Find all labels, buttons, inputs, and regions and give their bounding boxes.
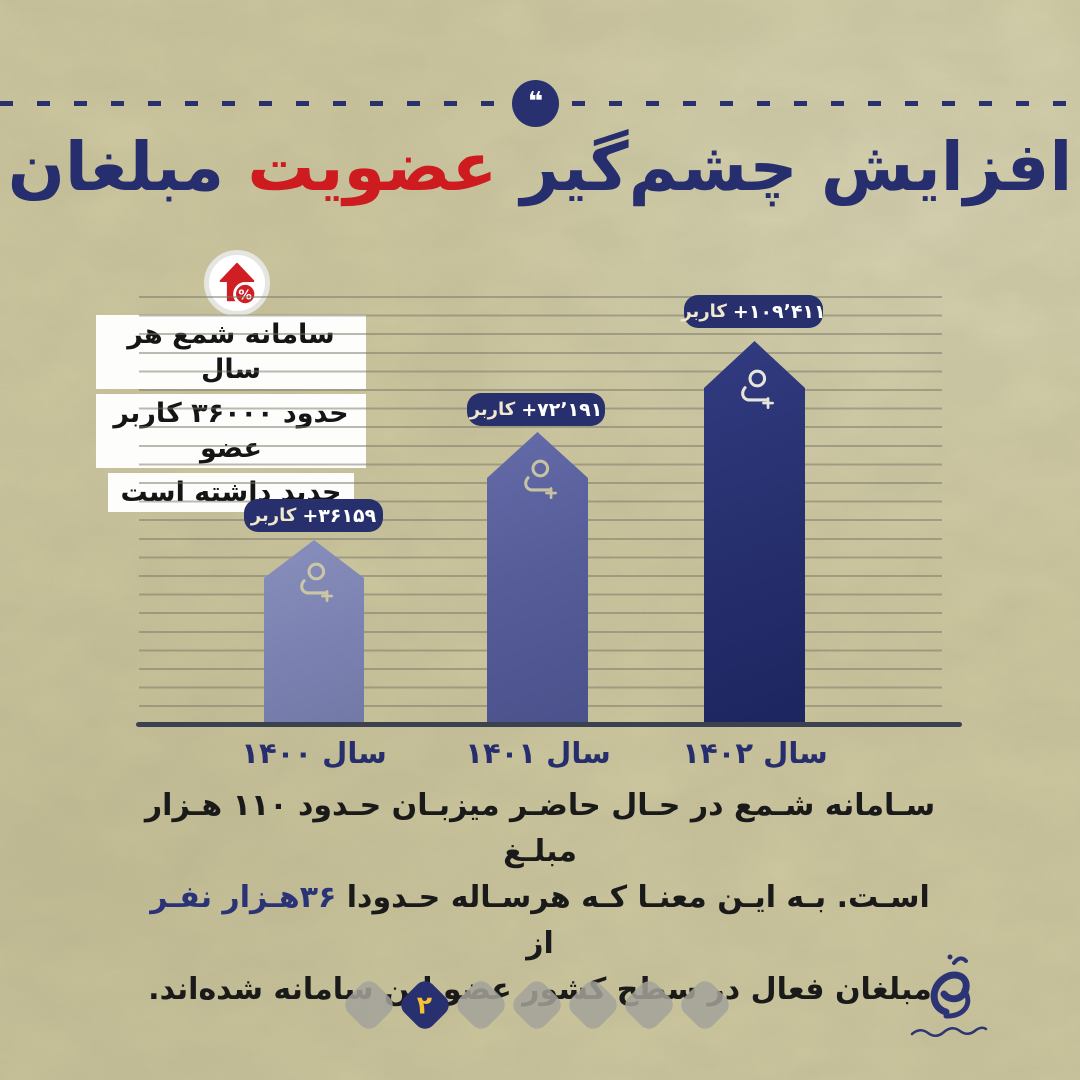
x-axis-label-1400: سال ۱۴۰۰	[241, 736, 387, 770]
pagination-dot-2-active[interactable]: ۲	[396, 976, 454, 1034]
badge-value: ۷۲٬۱۹۱+	[521, 398, 603, 421]
badge-value: ۱۰۹٬۴۱۱+	[732, 300, 826, 323]
x-axis-line	[136, 722, 962, 727]
paragraph-line-1: سـامانه شـمع در حـال حاضـر میزبـان حـدود…	[144, 788, 936, 869]
value-badge-1402: ۱۰۹٬۴۱۱+ کاربر	[681, 295, 826, 328]
user-add-icon	[300, 562, 333, 602]
x-axis-label-1402: سال ۱۴۰۲	[682, 736, 828, 770]
pagination-dot-7[interactable]	[676, 976, 734, 1034]
bar-year-1402	[704, 341, 805, 726]
pagination: ۲	[340, 976, 734, 1034]
pagination-dot-3[interactable]	[452, 976, 510, 1034]
summary-paragraph: سـامانه شـمع در حـال حاضـر میزبـان حـدود…	[140, 783, 940, 1013]
pagination-dot-5[interactable]	[564, 976, 622, 1034]
title-lead: افزایش چشم‌گیر	[520, 128, 1073, 206]
bar-year-1401	[487, 432, 588, 726]
dashed-divider-left	[0, 101, 502, 106]
badge-unit: کاربر	[250, 505, 297, 526]
value-badge-1401: ۷۲٬۱۹۱+ کاربر	[467, 393, 605, 426]
pagination-dot-1[interactable]	[340, 976, 398, 1034]
logo-icon	[910, 954, 988, 1037]
user-add-icon	[740, 369, 774, 409]
value-badge-1400: ۳۶۱۵۹+ کاربر	[244, 499, 383, 532]
pagination-dot-4[interactable]	[508, 976, 566, 1034]
paragraph-line-2-pre: اسـت. بـه ایـن معنـا کـه هرسـاله حـدودا	[336, 880, 930, 915]
quote-glyph: ❝	[527, 86, 544, 117]
active-page-number: ۲	[417, 990, 433, 1020]
badge-unit: کاربر	[681, 301, 727, 322]
badge-unit: کاربر	[469, 399, 516, 420]
title-tail: مبلغان	[7, 128, 225, 206]
pagination-dot-6[interactable]	[620, 976, 678, 1034]
title-highlight: عضویت	[247, 128, 498, 206]
paragraph-line-2: اسـت. بـه ایـن معنـا کـه هرسـاله حـدودا …	[140, 875, 940, 967]
quote-icon: ❝	[512, 80, 559, 127]
x-axis-label-1401: سال ۱۴۰۱	[465, 736, 611, 770]
page-title: افزایش چشم‌گیر عضویت مبلغان	[0, 128, 1080, 206]
dashed-divider-right	[572, 101, 1080, 106]
paragraph-line-2-post: از	[526, 926, 554, 961]
user-add-icon	[523, 459, 557, 499]
bar-year-1400	[264, 540, 364, 726]
badge-value: ۳۶۱۵۹+	[302, 504, 377, 527]
highlight-text: ۳۶هـزار نفـر	[150, 880, 337, 915]
